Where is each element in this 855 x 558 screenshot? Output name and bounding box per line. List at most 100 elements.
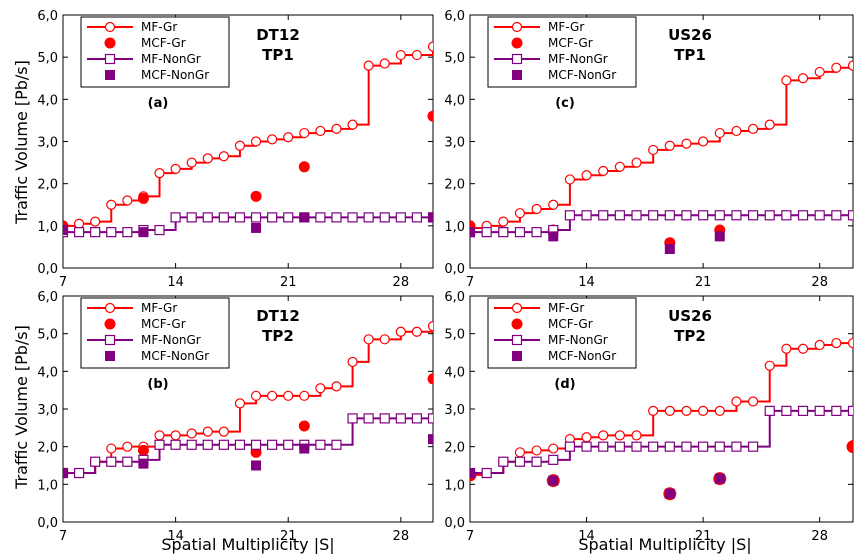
data-point-mcf-gr xyxy=(428,373,439,384)
panel-label: (d) xyxy=(554,377,575,392)
data-point-mcf-gr xyxy=(138,193,149,204)
panel-title: DT12 xyxy=(256,307,300,325)
legend-label: MCF-NonGr xyxy=(141,68,209,82)
data-point-mcf-nongr xyxy=(548,231,558,241)
data-point-mf-nongr xyxy=(91,228,100,237)
data-point-mf-gr xyxy=(219,427,228,436)
x-tick-label: 14 xyxy=(167,529,184,544)
data-point-mf-nongr xyxy=(499,457,508,466)
legend-marker xyxy=(512,319,523,330)
y-tick-label: 3,0 xyxy=(444,136,465,151)
data-point-mf-gr xyxy=(412,51,421,60)
data-point-mf-nongr xyxy=(682,211,691,220)
data-point-mf-nongr xyxy=(815,406,824,415)
data-point-mf-nongr xyxy=(649,442,658,451)
panel-title: TP2 xyxy=(674,327,706,345)
data-point-mf-gr xyxy=(665,406,674,415)
legend-label: MCF-Gr xyxy=(141,317,186,331)
data-point-mf-gr xyxy=(849,61,855,70)
x-tick-label: 21 xyxy=(280,529,297,544)
legend-marker xyxy=(105,38,116,49)
data-point-mf-gr xyxy=(380,335,389,344)
data-point-mf-gr xyxy=(515,448,524,457)
data-point-mf-nongr xyxy=(599,211,608,220)
data-point-mf-gr xyxy=(699,406,708,415)
data-point-mf-gr xyxy=(235,141,244,150)
data-point-mf-gr xyxy=(782,344,791,353)
legend-marker xyxy=(106,304,115,313)
data-point-mf-nongr xyxy=(515,457,524,466)
legend-marker xyxy=(106,23,115,32)
legend-marker xyxy=(512,38,523,49)
data-point-mcf-nongr xyxy=(428,212,438,222)
y-tick-label: 4,0 xyxy=(37,365,58,380)
x-tick-label: 21 xyxy=(280,275,297,290)
legend-label: MCF-Gr xyxy=(548,317,593,331)
data-point-mf-gr xyxy=(219,152,228,161)
data-point-mf-gr xyxy=(632,158,641,167)
data-point-mf-nongr xyxy=(499,228,508,237)
data-point-mcf-nongr xyxy=(715,474,725,484)
data-point-mf-nongr xyxy=(849,406,855,415)
data-point-mcf-nongr xyxy=(548,476,558,486)
x-tick-label: 14 xyxy=(578,529,595,544)
data-point-mf-nongr xyxy=(699,211,708,220)
data-point-mf-nongr xyxy=(832,406,841,415)
y-tick-label: 3,0 xyxy=(37,136,58,151)
legend-marker xyxy=(106,55,115,64)
legend-marker xyxy=(105,351,115,361)
x-tick-label: 14 xyxy=(167,275,184,290)
data-point-mf-nongr xyxy=(682,442,691,451)
y-tick-label: 5,0 xyxy=(37,51,58,66)
legend-label: MCF-Gr xyxy=(141,36,186,50)
legend-label: MF-NonGr xyxy=(548,52,608,66)
data-point-mf-gr xyxy=(155,431,164,440)
x-axis-title-right: Spatial Multiplicity |S| xyxy=(578,535,751,554)
data-point-mf-gr xyxy=(284,391,293,400)
y-tick-label: 6,0 xyxy=(37,290,58,305)
data-point-mcf-nongr xyxy=(465,227,475,237)
data-point-mcf-nongr xyxy=(58,468,68,478)
legend-marker xyxy=(513,23,522,32)
data-point-mf-gr xyxy=(649,406,658,415)
data-point-mf-nongr xyxy=(123,228,132,237)
data-point-mf-gr xyxy=(252,391,261,400)
data-point-mf-nongr xyxy=(632,211,641,220)
x-tick-label: 28 xyxy=(811,529,828,544)
data-point-mf-gr xyxy=(649,145,658,154)
data-point-mf-nongr xyxy=(219,440,228,449)
x-tick-label: 7 xyxy=(466,529,474,544)
data-point-mf-nongr xyxy=(615,442,624,451)
legend-label: MCF-NonGr xyxy=(548,68,616,82)
y-tick-label: 3,0 xyxy=(37,403,58,418)
x-axis-title-left: Spatial Multiplicity |S| xyxy=(161,535,334,554)
data-point-mf-nongr xyxy=(268,440,277,449)
data-point-mf-gr xyxy=(815,340,824,349)
data-point-mcf-nongr xyxy=(251,223,261,233)
legend-label: MF-Gr xyxy=(141,20,177,34)
data-point-mf-nongr xyxy=(75,469,84,478)
y-tick-label: 6,0 xyxy=(444,290,465,305)
data-point-mcf-nongr xyxy=(299,212,309,222)
data-point-mf-gr xyxy=(429,42,438,51)
data-point-mf-gr xyxy=(332,382,341,391)
data-point-mf-nongr xyxy=(765,211,774,220)
data-point-mf-nongr xyxy=(632,442,641,451)
data-point-mcf-nongr xyxy=(58,225,68,235)
data-point-mf-gr xyxy=(187,429,196,438)
legend-marker xyxy=(513,55,522,64)
series-line-mf-nongr xyxy=(470,215,855,232)
legend-label: MF-NonGr xyxy=(141,333,201,347)
data-point-mcf-gr xyxy=(299,420,310,431)
data-point-mf-nongr xyxy=(332,440,341,449)
y-tick-label: 0,0 xyxy=(444,516,465,531)
data-point-mf-gr xyxy=(799,344,808,353)
data-point-mf-nongr xyxy=(429,414,438,423)
data-point-mf-nongr xyxy=(515,228,524,237)
data-point-mf-gr xyxy=(412,327,421,336)
data-point-mf-gr xyxy=(799,74,808,83)
data-point-mf-nongr xyxy=(765,406,774,415)
data-point-mcf-nongr xyxy=(665,244,675,254)
